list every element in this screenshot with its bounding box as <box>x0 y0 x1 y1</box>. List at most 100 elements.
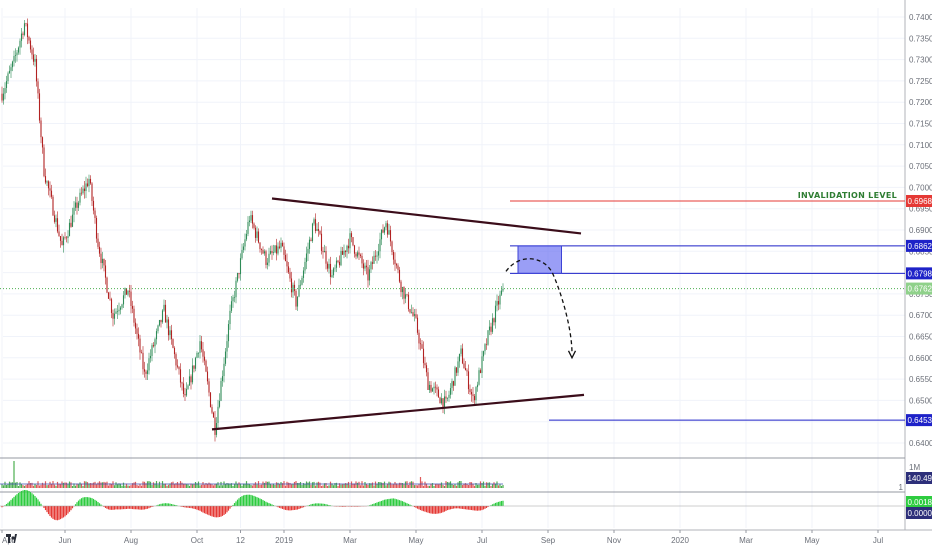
candle-body <box>398 269 401 282</box>
candle-body <box>235 280 237 298</box>
candle-body <box>364 265 366 269</box>
candle-body <box>419 343 422 345</box>
candle-body <box>317 229 320 231</box>
volume-bar <box>217 482 219 488</box>
volume-bar <box>125 483 128 488</box>
volume-bar <box>461 485 464 488</box>
candle-body <box>238 273 240 275</box>
oscillator-pane <box>0 490 905 521</box>
oscillator-bar <box>4 505 6 506</box>
oscillator-bar <box>245 494 248 506</box>
volume-bar <box>344 483 347 488</box>
oscillator-bar <box>464 506 467 510</box>
oscillator-bar <box>40 503 42 506</box>
projection-arrow[interactable] <box>505 258 573 354</box>
oscillator-bar <box>94 499 96 506</box>
volume-bar <box>457 482 459 488</box>
candle-body <box>127 290 129 295</box>
candle-body <box>499 294 501 305</box>
volume-last-tag-text: 140.49K <box>908 474 932 483</box>
oscillator-bar <box>325 504 327 506</box>
volume-bar <box>436 483 438 488</box>
volume-bar <box>274 484 276 488</box>
volume-bar <box>167 484 170 488</box>
volume-bar <box>286 481 288 488</box>
candle-body <box>328 263 330 269</box>
volume-bar <box>128 485 131 488</box>
candle-body <box>431 388 434 392</box>
volume-bar <box>373 485 375 488</box>
oscillator-last-tag-text: 0.00188 <box>908 498 932 507</box>
volume-bar <box>178 483 180 488</box>
oscillator-bar <box>244 494 246 506</box>
candle-body <box>377 251 380 256</box>
candle-body <box>386 223 389 235</box>
candle-body <box>241 249 243 259</box>
volume-bar <box>433 485 435 488</box>
oscillator-bar <box>205 506 207 514</box>
oscillator-bar <box>308 504 311 506</box>
oscillator-bar <box>338 506 341 507</box>
candle-body <box>305 253 308 262</box>
candle-body <box>415 314 417 318</box>
volume-bar <box>353 483 356 488</box>
volume-bar <box>328 485 330 488</box>
volume-bar <box>1 484 3 488</box>
oscillator-bar <box>389 498 392 506</box>
oscillator-bar <box>236 499 239 506</box>
volume-bar <box>310 484 312 488</box>
candle-body <box>269 250 272 254</box>
candle-body <box>43 147 45 177</box>
volume-bar <box>287 482 290 488</box>
volume-bar <box>103 481 105 488</box>
candle-body <box>403 287 405 299</box>
candle-body <box>298 285 300 297</box>
volume-bar <box>232 485 234 488</box>
time-axis[interactable]: AprJunAugOct122019MarMayJulSepNov2020Mar… <box>1 530 883 545</box>
x-tick-label: Mar <box>739 536 753 545</box>
projection-arrowhead-icon <box>567 350 577 360</box>
oscillator-bar <box>388 498 390 506</box>
candle-body <box>466 370 468 372</box>
candle-body <box>500 290 503 295</box>
volume-bar <box>367 484 369 488</box>
oscillator-bar <box>59 506 62 520</box>
volume-bar <box>241 485 243 488</box>
candle-body <box>184 393 186 396</box>
volume-bar <box>323 483 326 488</box>
triangle-upper-trendline[interactable] <box>271 197 582 235</box>
oscillator-bar <box>160 503 162 506</box>
oscillator-bar <box>143 506 146 510</box>
oscillator-bar <box>215 506 218 518</box>
oscillator-bar <box>469 506 471 510</box>
volume-bar <box>350 481 353 488</box>
triangle-lower-trendline[interactable] <box>211 393 585 431</box>
candle-body <box>145 371 147 374</box>
candle-body <box>491 318 494 332</box>
candle-body <box>413 314 416 316</box>
candle-body <box>253 223 255 228</box>
oscillator-bar <box>49 506 51 517</box>
volume-bar <box>409 481 411 488</box>
candle-body <box>401 287 404 293</box>
volume-bar <box>398 482 401 488</box>
oscillator-bar <box>499 501 501 506</box>
volume-bar <box>247 483 249 488</box>
oscillator-bar <box>329 505 332 506</box>
oscillator-bar <box>43 506 45 509</box>
oscillator-bar <box>422 506 425 512</box>
candle-body <box>296 296 299 307</box>
oscillator-bar <box>268 503 270 506</box>
volume-bar <box>448 482 450 488</box>
oscillator-bar <box>124 506 126 510</box>
volume-bar <box>307 482 309 488</box>
volume-bar <box>131 483 134 488</box>
candle-body <box>217 406 219 424</box>
volume-bar <box>205 483 207 488</box>
candle-body <box>266 262 269 265</box>
candle-body <box>185 388 188 396</box>
volume-bar <box>95 484 98 488</box>
oscillator-bar <box>440 506 443 513</box>
